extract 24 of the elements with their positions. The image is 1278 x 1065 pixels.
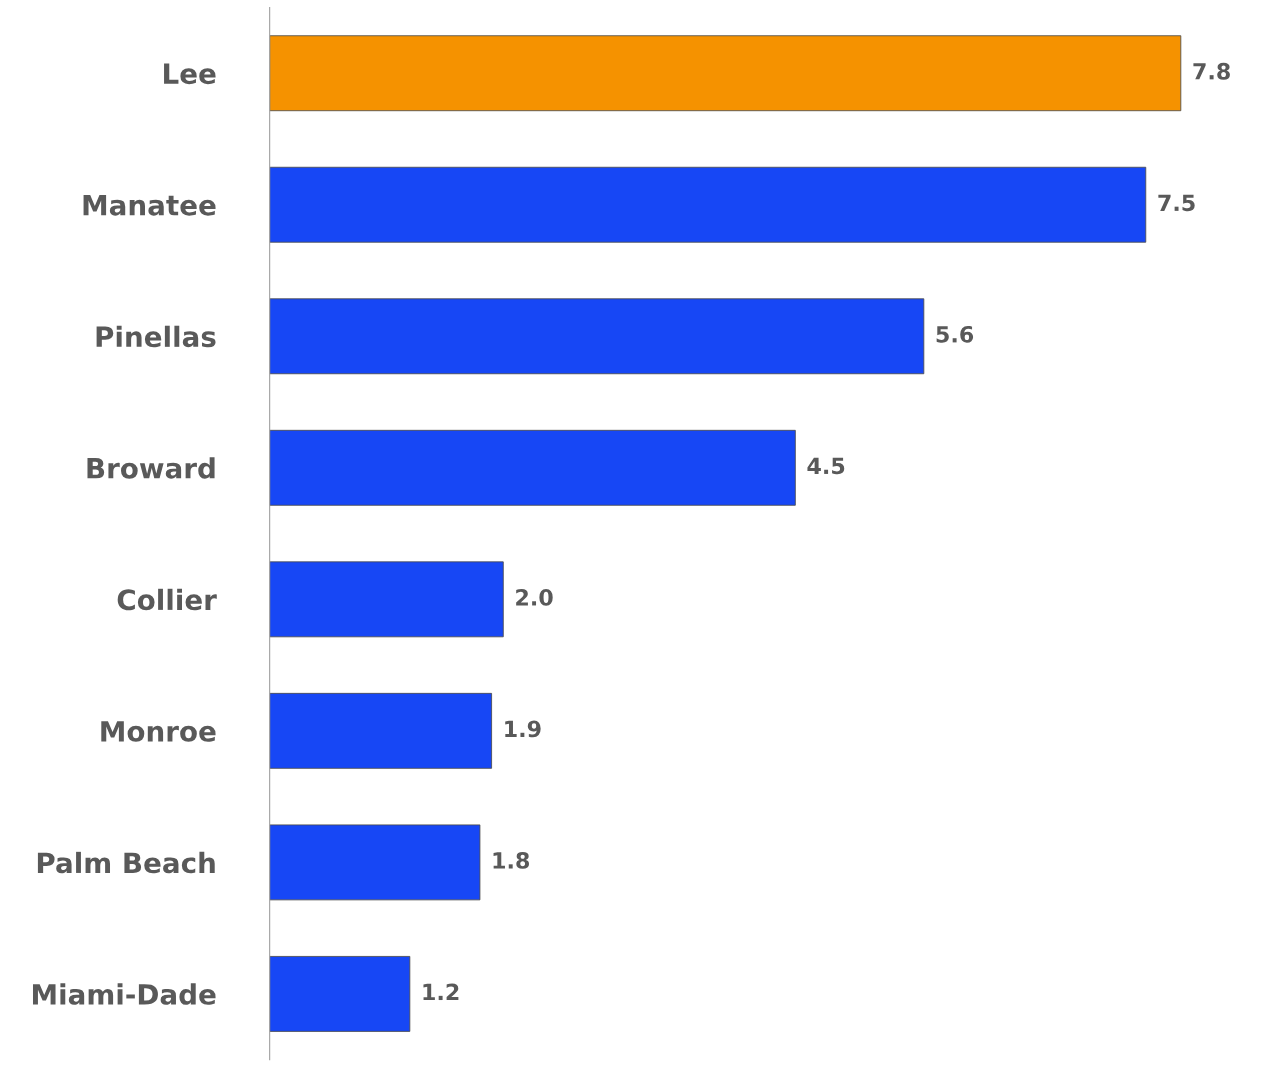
data-label: 1.9 — [505, 720, 541, 738]
y-tick-label: Lee — [164, 63, 216, 85]
data-label: 4.5 — [807, 457, 845, 475]
bar — [269, 429, 796, 506]
data-label: 7.8 — [1193, 62, 1230, 80]
y-tick-label: Monroe — [101, 721, 216, 742]
data-label: 2.0 — [516, 588, 553, 606]
data-label: 7.5 — [1158, 194, 1195, 212]
bar — [269, 166, 1147, 243]
y-tick-label: Manatee — [83, 195, 216, 216]
y-tick-label: Miami-Dade — [33, 983, 216, 1005]
data-label: 1.8 — [493, 852, 530, 869]
data-label: 1.2 — [423, 983, 459, 1001]
bar — [269, 956, 411, 1032]
bar — [269, 692, 493, 769]
bar — [269, 824, 481, 901]
y-tick-label: Palm Beach — [37, 851, 215, 874]
y-tick-label: Collier — [117, 588, 217, 611]
bar — [269, 561, 504, 638]
data-label: 5.6 — [936, 325, 974, 343]
y-tick-label: Broward — [87, 457, 215, 479]
y-tick-label: Pinellas — [96, 325, 216, 348]
bar — [269, 298, 925, 375]
bar — [269, 35, 1182, 112]
